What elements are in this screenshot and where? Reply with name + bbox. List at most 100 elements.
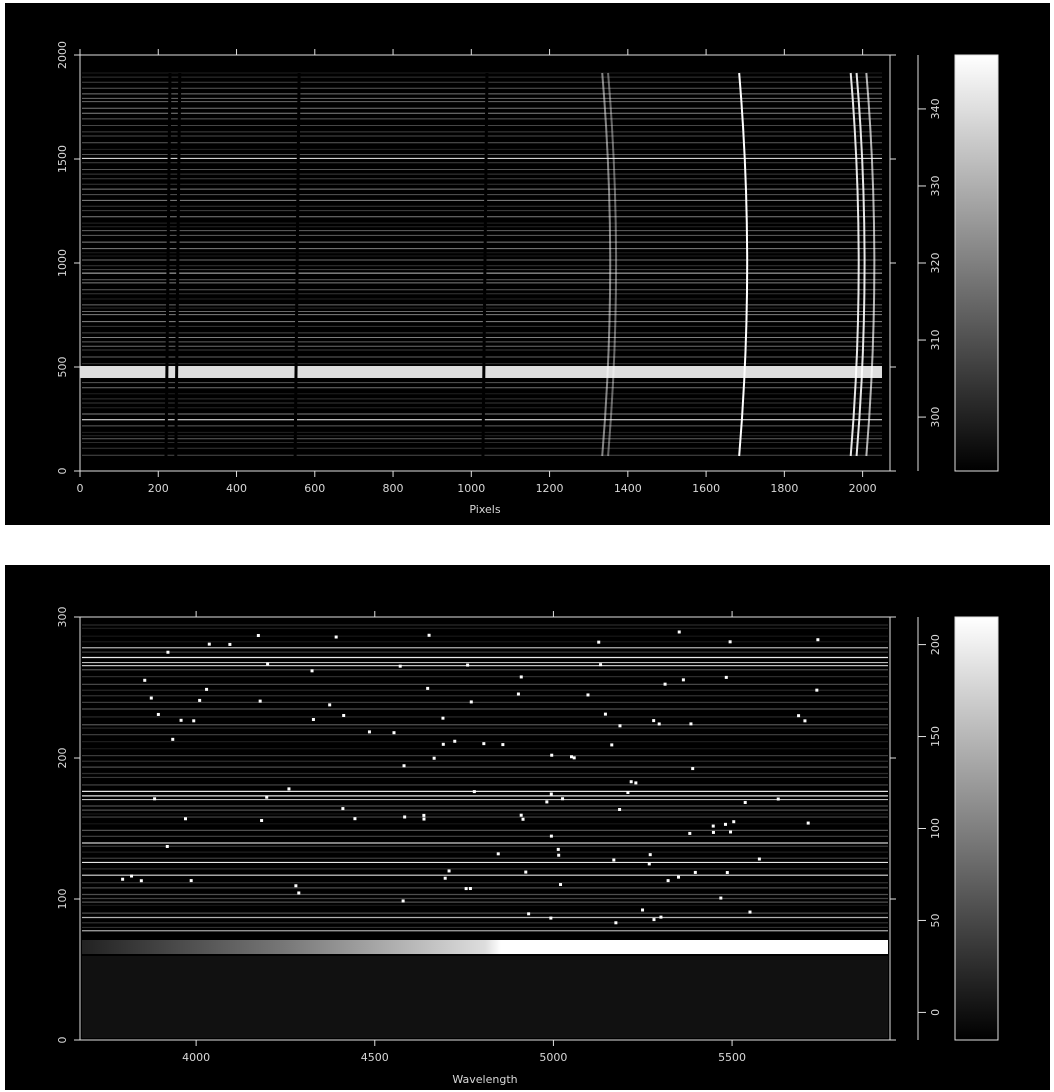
cosmic-ray	[658, 722, 661, 725]
cosmic-ray	[294, 884, 297, 887]
x-tick-label: 600	[304, 482, 325, 495]
bright-band	[82, 940, 888, 954]
colorbar	[955, 617, 998, 1040]
cosmic-ray	[689, 722, 692, 725]
cosmic-ray	[297, 891, 300, 894]
x-tick-label: 5000	[539, 1051, 567, 1064]
cosmic-ray	[610, 743, 613, 746]
cosmic-ray	[402, 899, 405, 902]
cosmic-ray	[180, 719, 183, 722]
cosmic-ray	[426, 687, 429, 690]
x-tick-label: 0	[77, 482, 84, 495]
cosmic-ray	[198, 699, 201, 702]
cosmic-ray	[648, 862, 651, 865]
x-tick-label: 5500	[718, 1051, 746, 1064]
cosmic-ray	[678, 630, 681, 633]
cosmic-ray	[691, 767, 694, 770]
cosmic-ray	[353, 817, 356, 820]
cosmic-ray	[157, 713, 160, 716]
cosmic-ray	[550, 793, 553, 796]
cosmic-ray	[121, 878, 124, 881]
cosmic-ray	[335, 636, 338, 639]
x-tick-label: 800	[383, 482, 404, 495]
x-tick-label: 2000	[849, 482, 877, 495]
cosmic-ray	[618, 724, 621, 727]
cosmic-ray	[732, 820, 735, 823]
cosmic-ray	[612, 858, 615, 861]
cosmic-ray	[630, 780, 633, 783]
cosmic-ray	[473, 790, 476, 793]
cosmic-ray	[143, 679, 146, 682]
cosmic-ray	[190, 879, 193, 882]
cosmic-ray	[524, 871, 527, 874]
cosmic-ray	[599, 663, 602, 666]
cosmic-ray	[586, 693, 589, 696]
cosmic-ray	[522, 818, 525, 821]
colorbar-tick-label: 50	[929, 913, 942, 927]
cosmic-ray	[527, 912, 530, 915]
figure: 0200400600800100012001400160018002000050…	[0, 0, 1054, 1092]
y-tick-label: 500	[56, 357, 69, 378]
cosmic-ray	[266, 662, 269, 665]
cosmic-ray	[797, 714, 800, 717]
cosmic-ray	[257, 634, 260, 637]
cosmic-ray	[618, 808, 621, 811]
cosmic-ray	[328, 703, 331, 706]
cosmic-ray	[403, 815, 406, 818]
cosmic-ray	[453, 740, 456, 743]
cosmic-ray	[729, 640, 732, 643]
cosmic-ray	[652, 918, 655, 921]
x-tick-label: 400	[226, 482, 247, 495]
y-tick-label: 300	[56, 607, 69, 628]
cosmic-ray	[550, 754, 553, 757]
cosmic-ray	[444, 877, 447, 880]
cosmic-ray	[465, 887, 468, 890]
x-tick-label: 200	[148, 482, 169, 495]
cosmic-ray	[192, 719, 195, 722]
cosmic-ray	[682, 678, 685, 681]
cosmic-ray	[441, 717, 444, 720]
cosmic-ray	[659, 916, 662, 919]
cosmic-ray	[501, 743, 504, 746]
cosmic-ray	[758, 858, 761, 861]
bright-stripe	[80, 366, 882, 378]
y-tick-label: 100	[56, 889, 69, 910]
cosmic-ray	[341, 807, 344, 810]
colorbar-tick-label: 310	[929, 330, 942, 351]
cosmic-ray	[260, 819, 263, 822]
cosmic-ray	[729, 830, 732, 833]
x-tick-label: 1400	[614, 482, 642, 495]
cosmic-ray	[744, 801, 747, 804]
x-tick-label: 4500	[361, 1051, 389, 1064]
cosmic-ray	[652, 719, 655, 722]
cosmic-ray	[803, 719, 806, 722]
cosmic-ray	[422, 814, 425, 817]
cosmic-ray	[677, 876, 680, 879]
cosmic-ray	[311, 669, 314, 672]
cosmic-ray	[557, 854, 560, 857]
cosmic-ray	[570, 755, 573, 758]
x-tick-label: 1200	[536, 482, 564, 495]
cosmic-ray	[153, 797, 156, 800]
cosmic-ray	[442, 743, 445, 746]
cosmic-ray	[428, 634, 431, 637]
cosmic-ray	[725, 676, 728, 679]
cosmic-ray	[561, 797, 564, 800]
cosmic-ray	[470, 700, 473, 703]
cosmic-ray	[208, 643, 211, 646]
cosmic-ray	[777, 798, 780, 801]
cosmic-ray	[559, 883, 562, 886]
cosmic-ray	[815, 689, 818, 692]
cosmic-ray	[184, 817, 187, 820]
cosmic-ray	[664, 683, 667, 686]
cosmic-ray	[205, 688, 208, 691]
cosmic-ray	[392, 731, 395, 734]
x-tick-label: 1800	[770, 482, 798, 495]
cosmic-ray	[724, 823, 727, 826]
colorbar-tick-label: 0	[929, 1009, 942, 1016]
cosmic-ray	[482, 742, 485, 745]
sky-region	[82, 956, 888, 1038]
cosmic-ray	[448, 869, 451, 872]
colorbar-tick-label: 300	[929, 407, 942, 428]
y-tick-label: 0	[56, 1037, 69, 1044]
